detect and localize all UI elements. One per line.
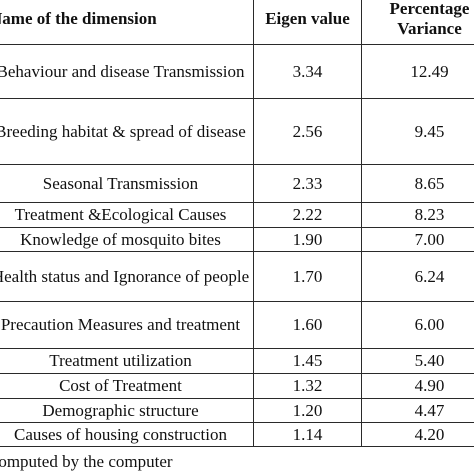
header-eigen-value: Eigen value bbox=[253, 0, 362, 45]
eigen-value: 3.34 bbox=[253, 44, 362, 99]
eigen-value: 1.60 bbox=[253, 301, 362, 349]
eigen-value: 2.56 bbox=[253, 98, 362, 165]
dimension-name: Knowledge of mosquito bites bbox=[0, 227, 254, 252]
percentage-variance: 8.65 bbox=[361, 164, 474, 203]
table-row: Behaviour and disease Transmission 3.34 … bbox=[0, 44, 474, 99]
eigen-value: 2.33 bbox=[253, 164, 362, 203]
eigen-value: 1.14 bbox=[253, 422, 362, 447]
percentage-variance: 6.24 bbox=[361, 251, 474, 302]
percentage-variance: 9.45 bbox=[361, 98, 474, 165]
eigen-value: 1.20 bbox=[253, 398, 362, 423]
eigen-value: 1.32 bbox=[253, 373, 362, 399]
dimension-name: Treatment utilization bbox=[0, 348, 254, 374]
dimension-name: Breeding habitat & spread of disease bbox=[0, 98, 254, 165]
header-name: Name of the dimension bbox=[0, 0, 254, 45]
percentage-variance: 8.23 bbox=[361, 202, 474, 228]
table-row: Cost of Treatment 1.32 4.90 bbox=[0, 373, 474, 399]
table-row: Treatment &Ecological Causes 2.22 8.23 bbox=[0, 202, 474, 228]
eigen-value: 1.70 bbox=[253, 251, 362, 302]
dimension-name: Demographic structure bbox=[0, 398, 254, 423]
table-row: Demographic structure 1.20 4.47 bbox=[0, 398, 474, 423]
table-row: Causes of housing construction 1.14 4.20 bbox=[0, 422, 474, 447]
dimension-name: Health status and Ignorance of people bbox=[0, 251, 254, 302]
dimension-name: Precaution Measures and treatment bbox=[0, 301, 254, 349]
table-row: Treatment utilization 1.45 5.40 bbox=[0, 348, 474, 374]
percentage-variance: 7.00 bbox=[361, 227, 474, 252]
dimension-name: Seasonal Transmission bbox=[0, 164, 254, 203]
percentage-variance: 4.20 bbox=[361, 422, 474, 447]
percentage-variance: 12.49 bbox=[361, 44, 474, 99]
percentage-variance: 6.00 bbox=[361, 301, 474, 349]
header-row: Name of the dimension Eigen value Percen… bbox=[0, 0, 474, 45]
table-row: Health status and Ignorance of people 1.… bbox=[0, 251, 474, 302]
table-row: Breeding habitat & spread of disease 2.5… bbox=[0, 98, 474, 165]
dimensions-table: Name of the dimension Eigen value Percen… bbox=[0, 0, 474, 447]
percentage-variance: 5.40 bbox=[361, 348, 474, 374]
table-footnote: Computed by the computer bbox=[0, 452, 173, 471]
dimension-name: Treatment &Ecological Causes bbox=[0, 202, 254, 228]
table-row: Seasonal Transmission 2.33 8.65 bbox=[0, 164, 474, 203]
eigen-value: 1.45 bbox=[253, 348, 362, 374]
percentage-variance: 4.47 bbox=[361, 398, 474, 423]
percentage-variance: 4.90 bbox=[361, 373, 474, 399]
dimension-name: Behaviour and disease Transmission bbox=[0, 44, 254, 99]
dimension-name: Cost of Treatment bbox=[0, 373, 254, 399]
dimension-name: Causes of housing construction bbox=[0, 422, 254, 447]
table-row: Knowledge of mosquito bites 1.90 7.00 bbox=[0, 227, 474, 252]
header-percentage-variance: Percentage Variance bbox=[361, 0, 474, 45]
eigen-value: 1.90 bbox=[253, 227, 362, 252]
eigen-value: 2.22 bbox=[253, 202, 362, 228]
table-row: Precaution Measures and treatment 1.60 6… bbox=[0, 301, 474, 349]
